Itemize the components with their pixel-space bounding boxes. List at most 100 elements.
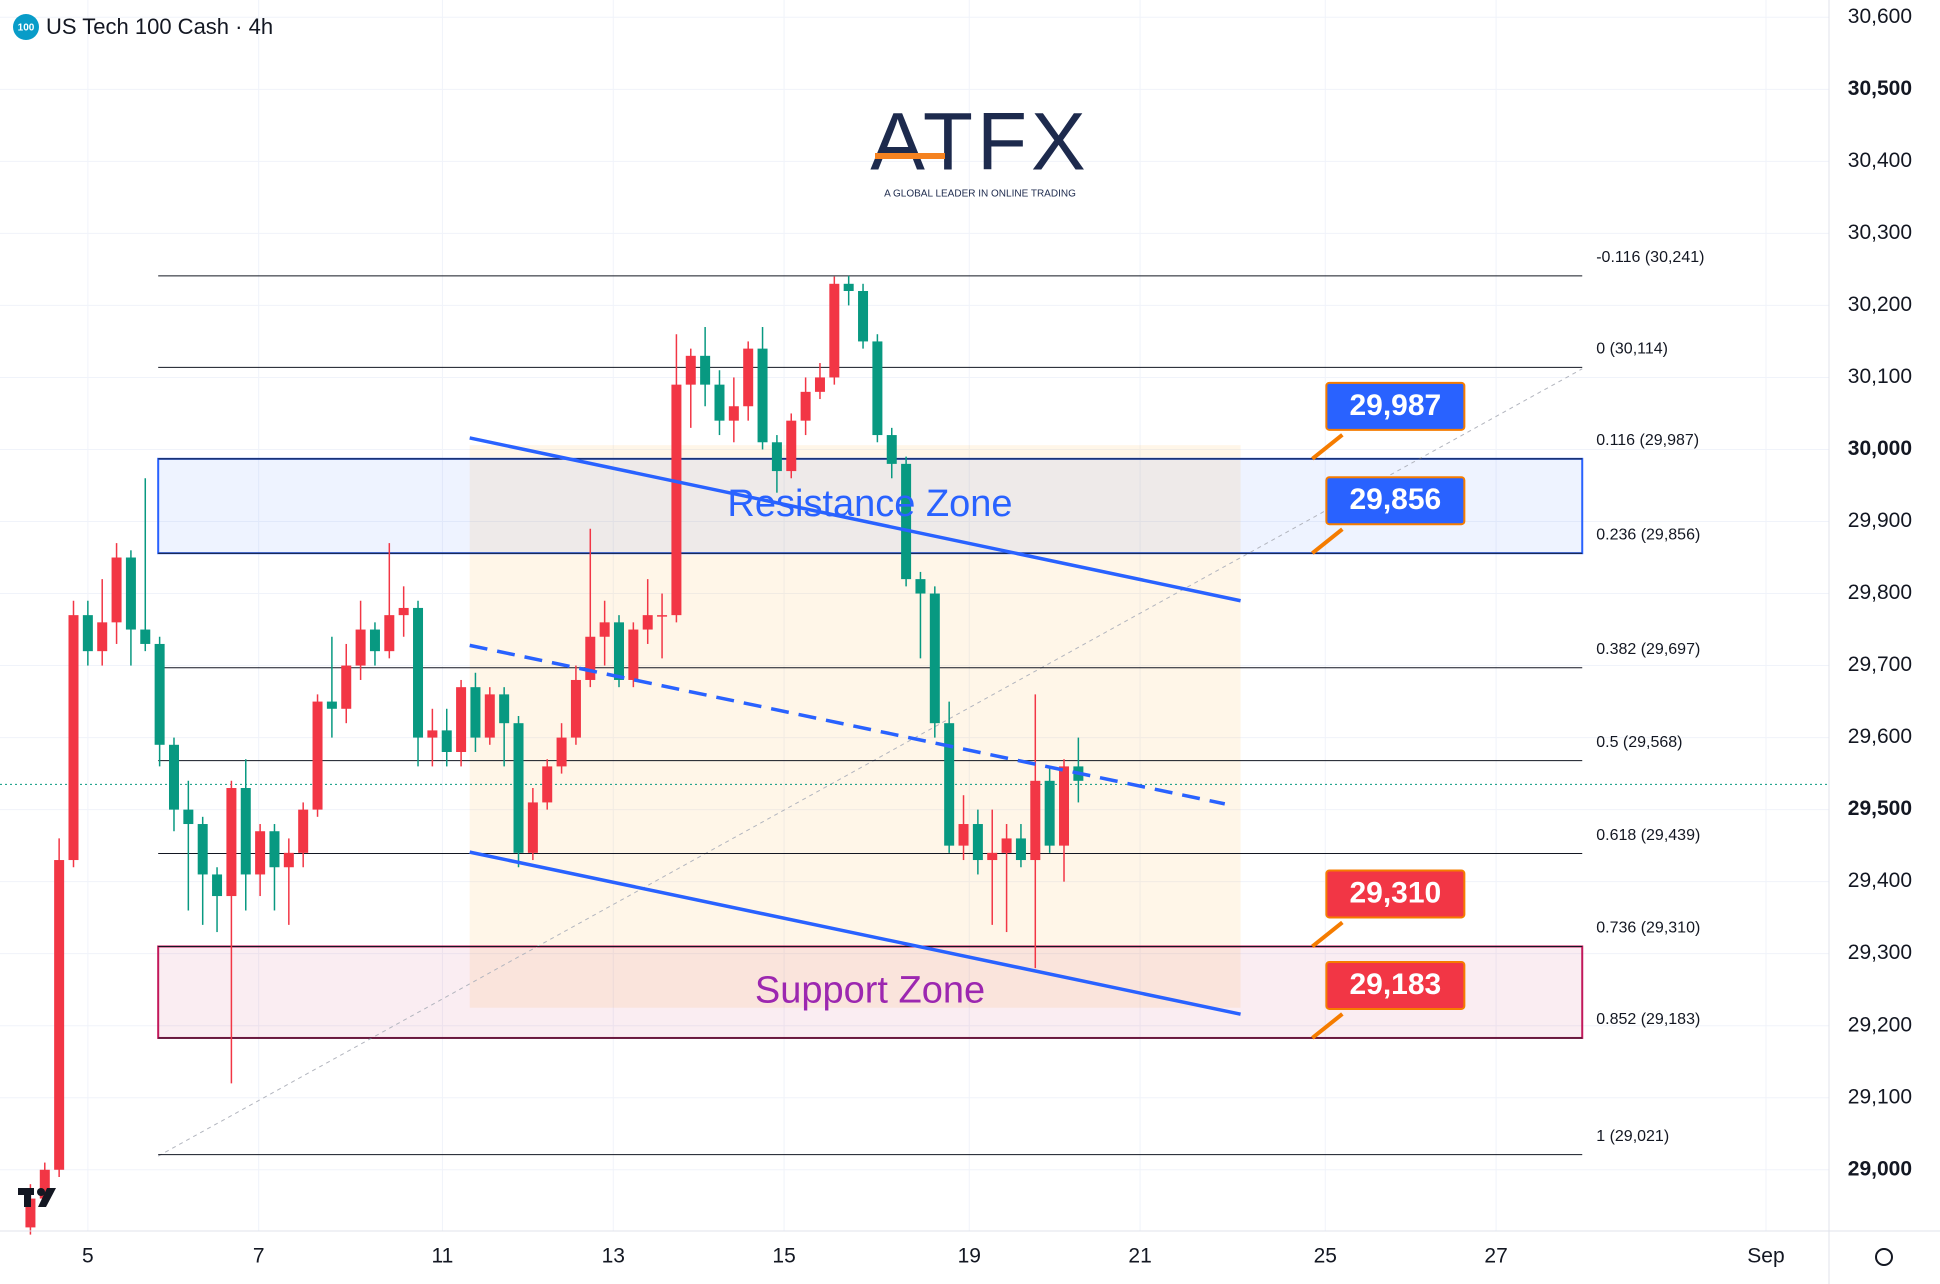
y-tick-label: 30,200	[1848, 293, 1912, 316]
fib-label: 1 (29,021)	[1596, 1128, 1669, 1145]
y-tick-label: 29,400	[1848, 869, 1912, 892]
candle-body	[915, 579, 926, 594]
candle-body	[39, 1169, 50, 1199]
candle-body	[298, 809, 309, 853]
candle-body	[197, 824, 208, 875]
candle-body	[685, 355, 696, 385]
candle-body	[1030, 780, 1041, 861]
candle-body	[671, 384, 682, 616]
candle-body	[269, 831, 280, 868]
zone-label: Resistance Zone	[727, 483, 1012, 525]
x-tick-label: 13	[602, 1245, 625, 1268]
badge	[1325, 381, 1466, 431]
badge-pointer	[1311, 920, 1344, 949]
x-tick-label: 27	[1484, 1245, 1507, 1268]
candle-body	[499, 694, 510, 724]
badge	[1325, 960, 1466, 1010]
candle-body	[527, 802, 538, 853]
tv-logo	[18, 1188, 56, 1207]
candle-body	[154, 643, 165, 745]
fib-label: 0.852 (29,183)	[1596, 1011, 1700, 1028]
y-tick-label: 30,500	[1848, 77, 1912, 100]
badge-pointer	[1311, 433, 1344, 461]
candle-body	[814, 377, 825, 392]
fib-label: 0 (30,114)	[1596, 341, 1668, 358]
fib-label: 0.236 (29,856)	[1596, 526, 1700, 543]
y-tick-label: 29,500	[1848, 797, 1912, 820]
x-tick-label: Sep	[1747, 1245, 1784, 1268]
candle-body	[901, 463, 912, 580]
y-tick-label: 29,300	[1848, 941, 1912, 964]
candle-body	[714, 384, 725, 421]
candle-body	[513, 723, 524, 853]
candle-body	[369, 629, 380, 652]
candle-body	[771, 442, 782, 472]
y-tick-label: 29,000	[1848, 1157, 1912, 1180]
chart-title: US Tech 100 Cash · 4h	[46, 14, 273, 39]
candle-body	[240, 788, 251, 875]
candle-body	[456, 687, 467, 752]
candle-body	[1001, 838, 1012, 853]
candle-body	[212, 874, 223, 897]
candle-body	[800, 391, 811, 421]
fib-label: 0.116 (29,987)	[1596, 432, 1699, 449]
candle-body	[743, 348, 754, 407]
candle-body	[542, 766, 553, 803]
candle-body	[183, 809, 194, 825]
candle-body	[413, 607, 424, 738]
badge	[1325, 869, 1466, 919]
candle-body	[829, 283, 840, 378]
x-tick-label: 5	[82, 1245, 94, 1268]
candle-body	[312, 701, 323, 810]
y-tick-label: 29,200	[1848, 1013, 1912, 1036]
candle-body	[226, 788, 237, 897]
symbol-icon	[13, 14, 39, 40]
badge-pointer	[1311, 1012, 1344, 1040]
candle-body	[786, 420, 797, 472]
x-tick-label: 11	[432, 1245, 454, 1268]
candle-body	[858, 291, 869, 342]
candle-body	[470, 687, 481, 738]
candle-body	[886, 435, 897, 464]
candle-body	[570, 679, 581, 738]
candle-body	[326, 701, 337, 709]
candle-body	[111, 557, 122, 623]
candle-body	[700, 355, 711, 385]
candle-body	[283, 852, 294, 868]
y-tick-label: 29,800	[1848, 581, 1912, 604]
y-tick-label: 30,000	[1848, 437, 1912, 460]
x-tick-label: 21	[1128, 1245, 1151, 1268]
candle-body	[657, 615, 668, 617]
badge-label: 29,987	[1349, 389, 1441, 422]
y-tick-label: 30,400	[1848, 149, 1912, 172]
y-tick-label: 30,100	[1848, 365, 1912, 388]
candle-body	[556, 737, 567, 767]
logo: ATFX	[870, 97, 1089, 188]
candle-body	[427, 730, 438, 738]
candle-body	[168, 744, 179, 810]
trendline	[469, 643, 1226, 806]
candle-body	[728, 406, 739, 421]
trendline	[469, 850, 1241, 1016]
candle-body	[140, 629, 151, 644]
badge	[1325, 476, 1466, 526]
candle-body	[54, 860, 65, 1170]
x-tick-label: 7	[253, 1245, 265, 1268]
candle-body	[384, 615, 395, 652]
candle-body	[68, 615, 79, 861]
candle-body	[398, 607, 409, 616]
badge-label: 29,856	[1349, 483, 1441, 516]
candle-body	[1015, 838, 1026, 861]
settings-icon[interactable]	[1875, 1248, 1893, 1266]
candle-body	[628, 629, 639, 680]
candle-body	[97, 622, 108, 652]
fib-label: 0.5 (29,568)	[1596, 734, 1682, 751]
x-tick-label: 15	[772, 1245, 795, 1268]
candle-body	[341, 665, 352, 709]
y-tick-label: 29,100	[1848, 1085, 1912, 1108]
candle-body	[757, 348, 768, 443]
candle-body	[599, 622, 610, 637]
y-tick-label: 30,300	[1848, 221, 1912, 244]
